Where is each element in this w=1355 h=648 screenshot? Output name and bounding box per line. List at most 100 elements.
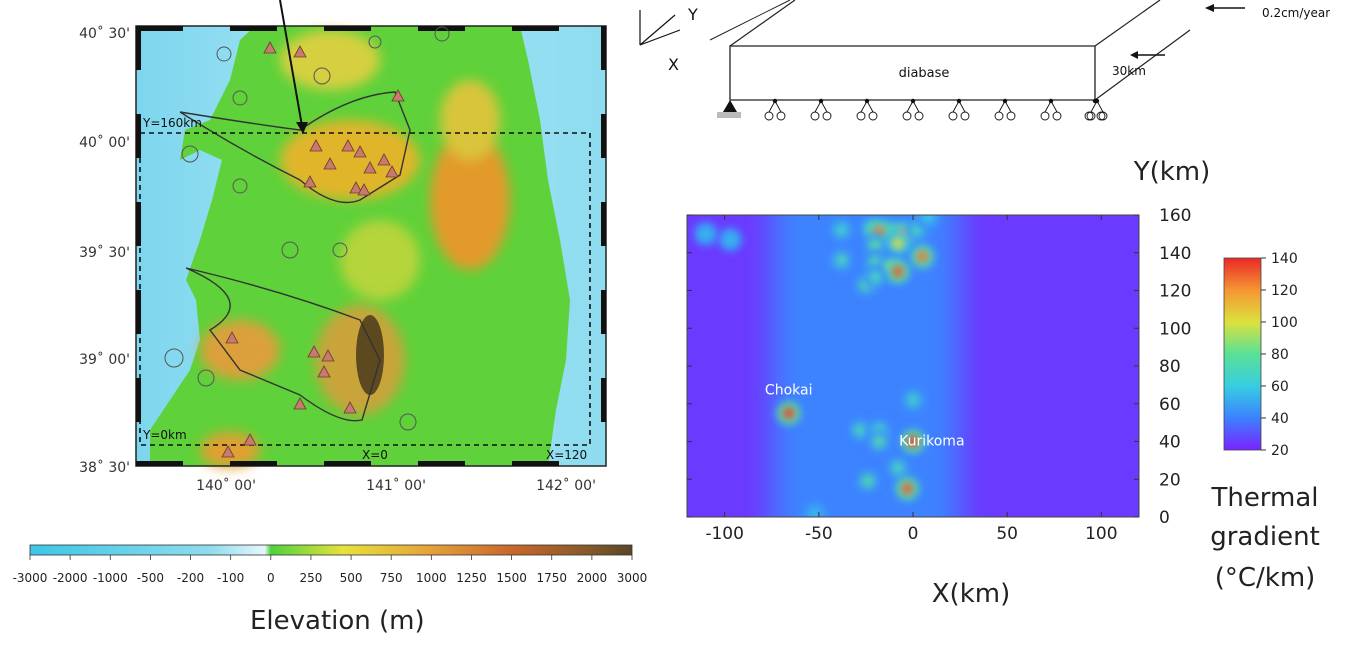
colorbar-tick-label: 20 <box>1271 443 1289 459</box>
roller-wheel <box>810 111 820 121</box>
colorbar-tick-label: 60 <box>1271 379 1289 395</box>
hotspot-core <box>869 239 882 252</box>
roller-wheel <box>902 111 912 121</box>
roller-pin <box>1092 98 1098 104</box>
hotspot-core <box>873 435 886 448</box>
roller-leg <box>1044 100 1052 113</box>
map-border-ticks <box>136 26 606 466</box>
hotspot-core <box>782 407 795 420</box>
x-axis: -100 -50 0 50 100 <box>705 215 1118 544</box>
roller-leg <box>820 100 828 113</box>
elevation-tick-label: 3000 <box>617 571 648 585</box>
border-check <box>601 26 606 70</box>
border-check <box>136 114 141 158</box>
x-tick-label: 50 <box>996 524 1018 544</box>
volcano-triangle <box>309 139 323 152</box>
y-tick-label: 60 <box>1159 395 1181 415</box>
elevation-colorbar-ticks: -3000 -2000 -1000 -500 -200 -100 0 250 500 750 100… <box>13 555 648 585</box>
station-circle <box>164 348 184 368</box>
volcano-triangle <box>293 45 307 58</box>
roller-supports <box>764 98 1108 121</box>
roller-leg <box>866 100 874 113</box>
north-region-outline <box>179 91 411 204</box>
hotspot-core <box>901 482 914 495</box>
elevation-tick-label: 2000 <box>577 571 608 585</box>
dark-volcanic-area <box>356 315 384 395</box>
station-circle <box>197 369 215 387</box>
label-xleft: X=0 <box>362 448 388 462</box>
border-check <box>418 26 465 31</box>
roller-wheel <box>948 111 958 121</box>
colorbar-title-1: Thermal <box>1210 483 1318 513</box>
volcano-triangle <box>391 89 405 102</box>
roller-wheel <box>914 111 924 121</box>
volcano-triangle <box>243 433 257 446</box>
roller-wheel <box>764 111 774 121</box>
colorbar-tick-label: 120 <box>1271 283 1298 299</box>
y-axis: 0 20 40 60 80 100 120 140 160 <box>687 206 1191 528</box>
colorbar-title-3: (°C/km) <box>1215 563 1316 593</box>
roller-wheel <box>856 111 866 121</box>
hotspot-core <box>861 475 874 488</box>
x-tick-label: 100 <box>1085 524 1117 544</box>
velocity-label: 0.2cm/year <box>1262 6 1330 20</box>
y-tick-label: 140 <box>1159 244 1191 264</box>
border-check <box>601 202 606 246</box>
volcano-triangle <box>349 181 363 194</box>
y-tick-label: 0 <box>1159 508 1170 528</box>
roller-leg <box>1050 100 1058 113</box>
elevation-tick-label: 750 <box>380 571 403 585</box>
station-circle <box>232 178 248 194</box>
hotspot-core <box>809 507 822 517</box>
pin-ground <box>717 112 741 118</box>
thickness-label: 30km <box>1112 64 1146 78</box>
hotspot-core <box>907 435 919 448</box>
elevation-tick-label: 1750 <box>536 571 567 585</box>
volcano-triangle <box>353 145 367 158</box>
station-circle <box>181 145 199 163</box>
border-check <box>324 26 371 31</box>
lat-label-5: 38˚ 30' <box>79 459 130 476</box>
station-circle <box>368 35 382 49</box>
thermal-colorbar <box>1223 257 1262 451</box>
roller-leg <box>774 100 782 113</box>
elevation-tick-label: -100 <box>217 571 244 585</box>
y-tick-label: 20 <box>1159 470 1181 490</box>
volcano-triangle <box>363 161 377 174</box>
hotspot-core <box>891 237 904 250</box>
border-check <box>601 114 606 158</box>
volcano-triangle <box>263 41 277 54</box>
y-tick-label: 160 <box>1159 206 1191 226</box>
velocity-arrow-head <box>1205 4 1214 12</box>
elevation-title: Elevation (m) <box>250 606 425 636</box>
roller-leg <box>1004 100 1012 113</box>
border-check <box>136 290 141 334</box>
hotspot-core <box>891 461 904 474</box>
volcano-triangle <box>321 349 335 362</box>
volcano-triangle <box>341 139 355 152</box>
roller-leg <box>952 100 960 113</box>
roller-leg <box>906 100 914 113</box>
x-tick-label: -50 <box>805 524 833 544</box>
border-check <box>601 378 606 422</box>
roller-wheel <box>1098 111 1108 121</box>
volcano-triangle <box>377 153 391 166</box>
model-schematic: Y X diabase 30km 0.2cm/year <box>639 0 1330 121</box>
label-ybottom: Y=0km <box>142 428 187 442</box>
roller-leg <box>860 100 868 113</box>
hotspot-core <box>922 215 935 223</box>
x-axis-title: X(km) <box>932 579 1010 609</box>
roller-wheel <box>1052 111 1062 121</box>
pointer-arrow-line <box>279 0 303 127</box>
elevation-tick-label: -3000 <box>13 571 48 585</box>
roller-leg <box>1096 100 1104 113</box>
roller-wheel <box>868 111 878 121</box>
y-tick-label: 120 <box>1159 282 1191 302</box>
elevation-tick-label: 1000 <box>416 571 447 585</box>
volcano-triangle <box>343 401 357 414</box>
elevation-map: Y=160km Y=0km X=0 X=120 40˚ 30' 40˚ 00' … <box>79 0 607 494</box>
roller-leg <box>814 100 822 113</box>
south-region-outline <box>185 267 381 422</box>
hotspot-core <box>724 233 737 246</box>
model-region-box <box>139 132 591 446</box>
